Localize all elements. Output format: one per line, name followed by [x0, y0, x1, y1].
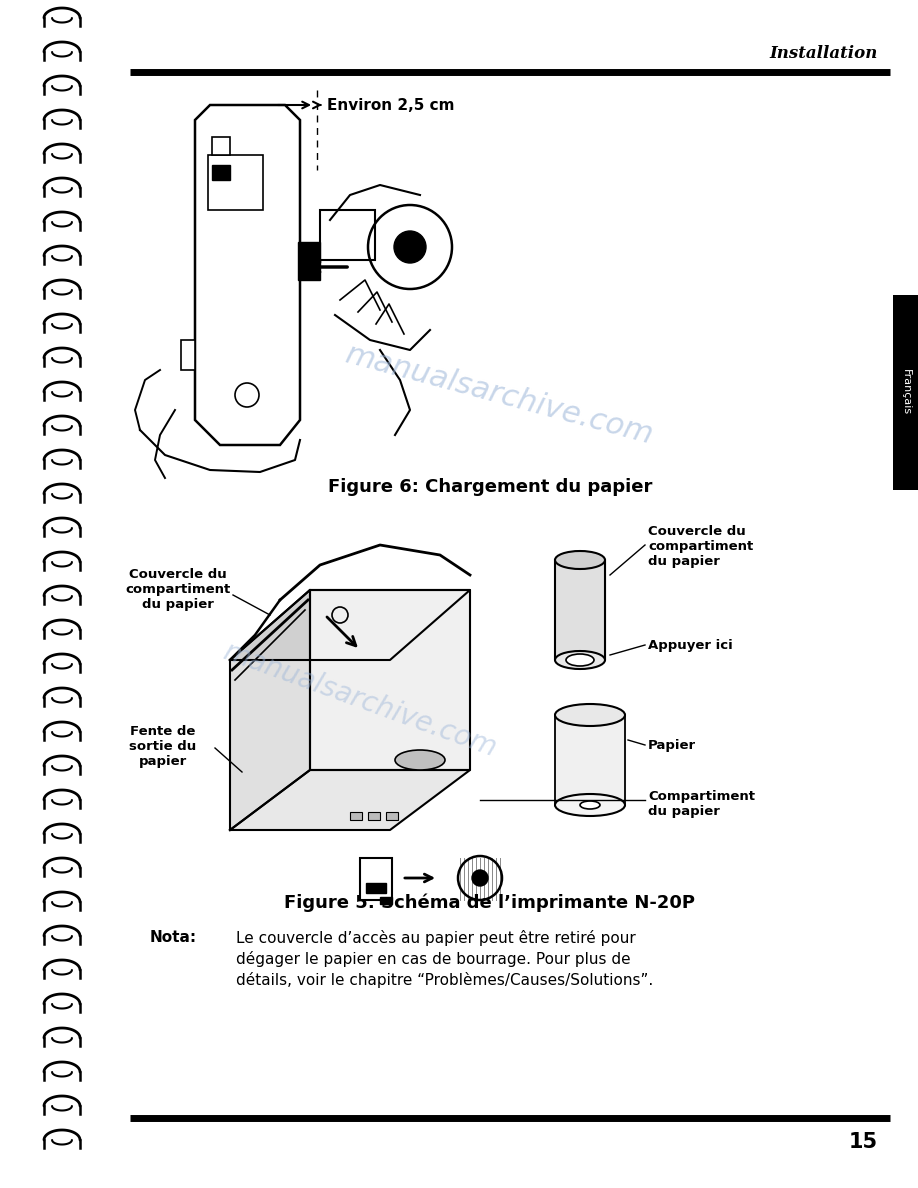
- Text: Compartiment
du papier: Compartiment du papier: [648, 790, 755, 819]
- Polygon shape: [230, 770, 470, 830]
- Circle shape: [394, 230, 426, 263]
- Text: Le couvercle d’accès au papier peut être retiré pour
dégager le papier en cas de: Le couvercle d’accès au papier peut être…: [236, 930, 654, 988]
- Ellipse shape: [555, 794, 625, 816]
- PathPatch shape: [195, 105, 300, 446]
- Ellipse shape: [580, 801, 600, 809]
- Text: Environ 2,5 cm: Environ 2,5 cm: [327, 97, 454, 113]
- Ellipse shape: [555, 704, 625, 726]
- Text: Figure 5: Schéma de l’imprimante N-20P: Figure 5: Schéma de l’imprimante N-20P: [285, 893, 696, 912]
- Bar: [208, 154, 263, 210]
- Bar: [298, 242, 320, 280]
- Text: Figure 6: Chargement du papier: Figure 6: Chargement du papier: [328, 478, 652, 497]
- Bar: [320, 210, 375, 260]
- Bar: [368, 813, 380, 820]
- Bar: [350, 813, 362, 820]
- Text: Fente de
sortie du
papier: Fente de sortie du papier: [129, 725, 196, 767]
- Polygon shape: [230, 590, 470, 661]
- Text: Couvercle du
compartiment
du papier: Couvercle du compartiment du papier: [648, 525, 754, 568]
- Ellipse shape: [566, 655, 594, 666]
- Bar: [380, 897, 392, 904]
- Bar: [181, 340, 195, 369]
- Circle shape: [472, 870, 488, 886]
- Bar: [366, 883, 386, 893]
- Bar: [212, 137, 230, 154]
- Ellipse shape: [555, 551, 605, 569]
- Text: manualsarchive.com: manualsarchive.com: [342, 340, 657, 450]
- Text: 15: 15: [849, 1132, 878, 1152]
- Text: Nota:: Nota:: [150, 930, 197, 944]
- Polygon shape: [230, 590, 310, 830]
- Polygon shape: [555, 715, 625, 805]
- Bar: [360, 858, 392, 901]
- Polygon shape: [310, 590, 470, 770]
- Text: Appuyer ici: Appuyer ici: [648, 638, 733, 651]
- Ellipse shape: [395, 750, 445, 770]
- Text: Installation: Installation: [769, 44, 878, 62]
- Ellipse shape: [555, 651, 605, 669]
- Bar: [893, 295, 918, 489]
- Text: Couvercle du
compartiment
du papier: Couvercle du compartiment du papier: [126, 568, 230, 611]
- Text: Français: Français: [901, 369, 911, 416]
- Text: manualsarchive.com: manualsarchive.com: [219, 638, 500, 763]
- Polygon shape: [555, 560, 605, 661]
- Bar: [386, 813, 398, 820]
- Text: Papier: Papier: [648, 739, 696, 752]
- Bar: [212, 165, 230, 181]
